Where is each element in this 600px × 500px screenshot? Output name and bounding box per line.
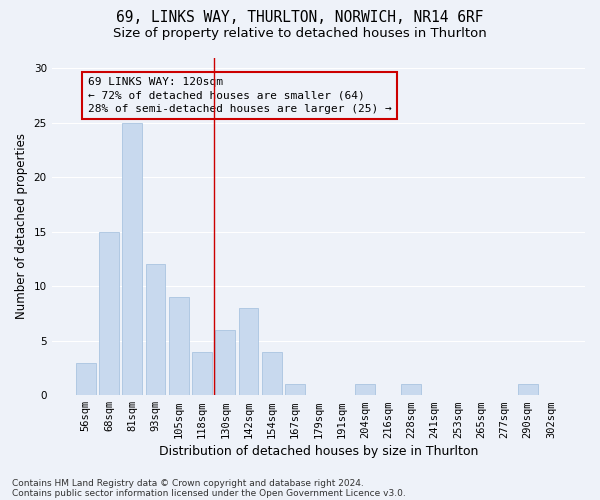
Bar — [146, 264, 166, 395]
Bar — [122, 123, 142, 395]
Bar — [262, 352, 282, 395]
Text: 69 LINKS WAY: 120sqm
← 72% of detached houses are smaller (64)
28% of semi-detac: 69 LINKS WAY: 120sqm ← 72% of detached h… — [88, 77, 391, 114]
Bar — [192, 352, 212, 395]
Bar — [518, 384, 538, 395]
Bar — [239, 308, 259, 395]
Bar — [99, 232, 119, 395]
Text: Size of property relative to detached houses in Thurlton: Size of property relative to detached ho… — [113, 28, 487, 40]
Text: Contains HM Land Registry data © Crown copyright and database right 2024.: Contains HM Land Registry data © Crown c… — [12, 478, 364, 488]
Y-axis label: Number of detached properties: Number of detached properties — [15, 134, 28, 320]
Bar — [169, 297, 188, 395]
Bar — [401, 384, 421, 395]
X-axis label: Distribution of detached houses by size in Thurlton: Distribution of detached houses by size … — [158, 444, 478, 458]
Bar — [215, 330, 235, 395]
Bar — [355, 384, 375, 395]
Text: 69, LINKS WAY, THURLTON, NORWICH, NR14 6RF: 69, LINKS WAY, THURLTON, NORWICH, NR14 6… — [116, 10, 484, 25]
Bar — [76, 362, 95, 395]
Bar — [285, 384, 305, 395]
Text: Contains public sector information licensed under the Open Government Licence v3: Contains public sector information licen… — [12, 488, 406, 498]
